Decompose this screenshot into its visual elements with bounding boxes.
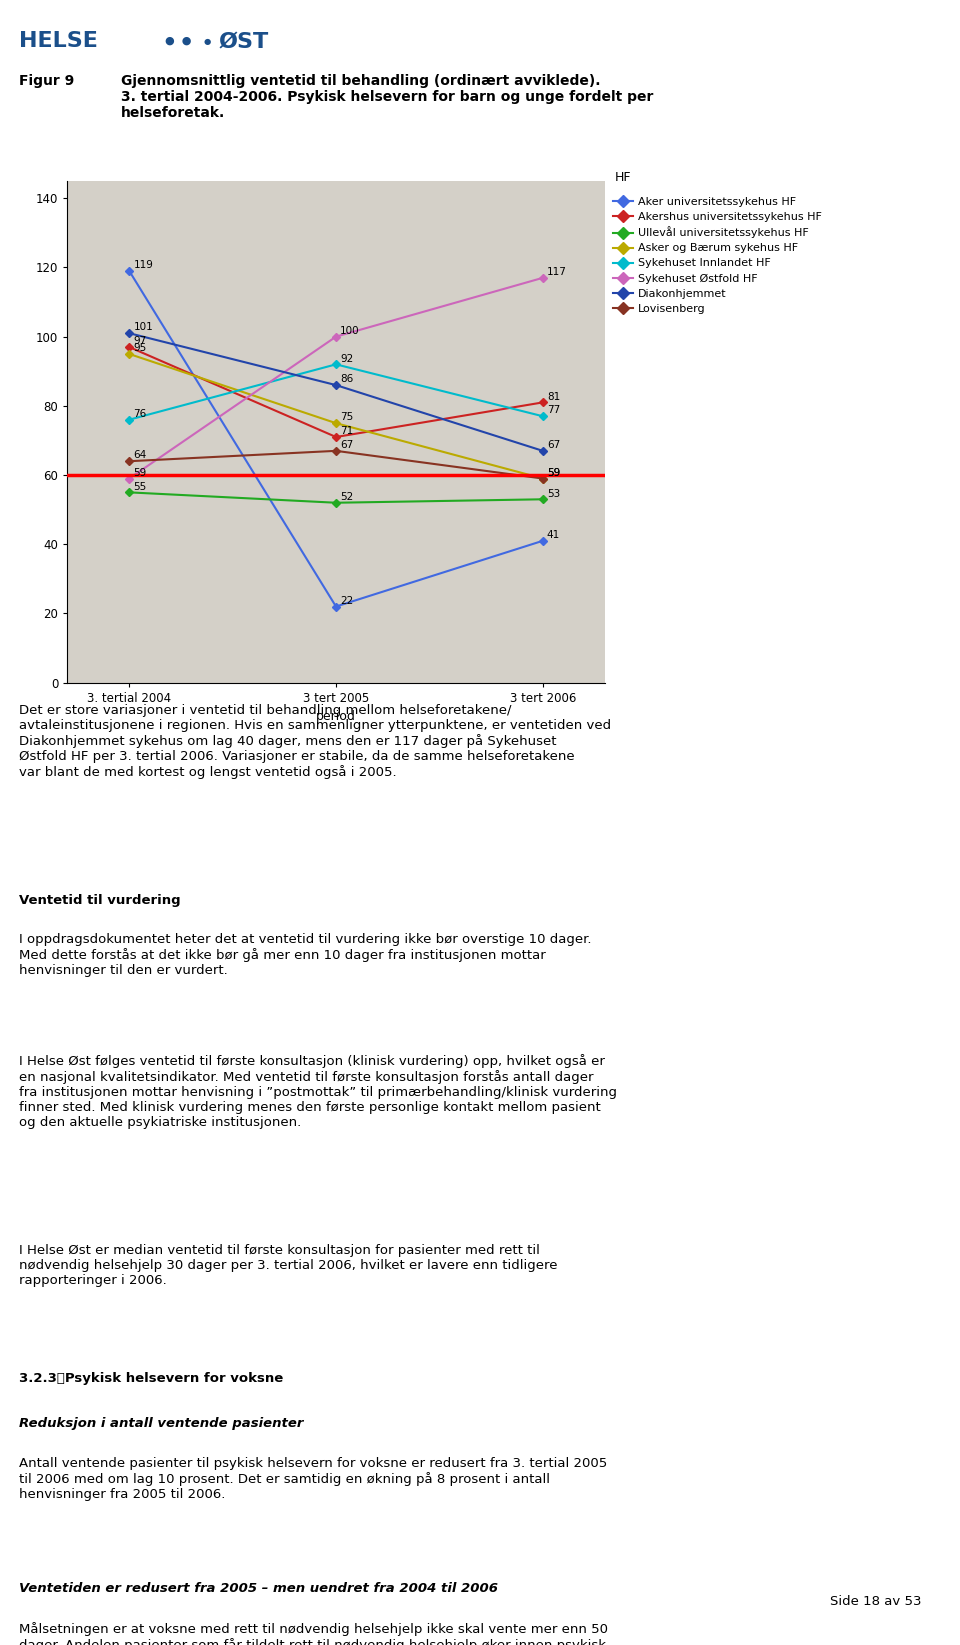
Text: 100: 100 [340, 326, 360, 336]
Text: I oppdragsdokumentet heter det at ventetid til vurdering ikke bør overstige 10 d: I oppdragsdokumentet heter det at ventet… [19, 933, 591, 977]
Text: 52: 52 [340, 492, 353, 502]
Text: 64: 64 [133, 451, 147, 461]
Text: 3.2.3	Psykisk helsevern for voksne: 3.2.3 Psykisk helsevern for voksne [19, 1372, 283, 1385]
Text: Det er store variasjoner i ventetid til behandling mellom helseforetakene/
avtal: Det er store variasjoner i ventetid til … [19, 704, 612, 780]
Text: HF: HF [614, 171, 631, 184]
Text: Figur 9: Figur 9 [19, 74, 75, 89]
Legend: Aker universitetssykehus HF, Akershus universitetssykehus HF, Ullevål universite: Aker universitetssykehus HF, Akershus un… [613, 196, 822, 314]
Text: 97: 97 [133, 336, 147, 345]
Text: 59: 59 [133, 467, 147, 477]
Text: 101: 101 [133, 322, 154, 332]
Text: Reduksjon i antall ventende pasienter: Reduksjon i antall ventende pasienter [19, 1416, 303, 1430]
Text: 95: 95 [133, 344, 147, 354]
Text: Ventetid til vurdering: Ventetid til vurdering [19, 893, 180, 906]
Text: 92: 92 [340, 354, 353, 364]
Text: 59: 59 [547, 467, 561, 477]
Text: 22: 22 [340, 595, 353, 605]
Text: I Helse Øst følges ventetid til første konsultasjon (klinisk vurdering) opp, hvi: I Helse Øst følges ventetid til første k… [19, 1054, 617, 1128]
Text: ●  ●: ● ● [165, 36, 192, 46]
Text: I Helse Øst er median ventetid til første konsultasjon for pasienter med rett ti: I Helse Øst er median ventetid til først… [19, 1244, 558, 1286]
Text: 67: 67 [340, 441, 353, 451]
Text: HELSE: HELSE [19, 31, 98, 51]
Text: 59: 59 [547, 467, 561, 477]
Text: 81: 81 [547, 392, 561, 401]
Text: Ventetiden er redusert fra 2005 – men uendret fra 2004 til 2006: Ventetiden er redusert fra 2005 – men ue… [19, 1582, 498, 1596]
Text: Side 18 av 53: Side 18 av 53 [830, 1594, 922, 1607]
X-axis label: period: period [316, 711, 356, 724]
Text: Gjennomsnittlig ventetid til behandling (ordinært avviklede).
3. tertial 2004-20: Gjennomsnittlig ventetid til behandling … [121, 74, 653, 120]
Text: 75: 75 [340, 413, 353, 423]
Text: Antall ventende pasienter til psykisk helsevern for voksne er redusert fra 3. te: Antall ventende pasienter til psykisk he… [19, 1456, 608, 1500]
Text: ØST: ØST [219, 31, 269, 51]
Text: 117: 117 [547, 266, 566, 276]
Text: 71: 71 [340, 426, 353, 436]
Text: 55: 55 [133, 482, 147, 492]
Text: 67: 67 [547, 441, 561, 451]
Text: 53: 53 [547, 489, 561, 498]
Text: Målsetningen er at voksne med rett til nødvendig helsehjelp ikke skal vente mer : Målsetningen er at voksne med rett til n… [19, 1622, 609, 1645]
Text: 41: 41 [547, 530, 561, 540]
Text: ●: ● [204, 36, 211, 46]
Text: 119: 119 [133, 260, 154, 270]
Text: 77: 77 [547, 405, 561, 416]
Text: 76: 76 [133, 410, 147, 419]
Text: 86: 86 [340, 375, 353, 385]
